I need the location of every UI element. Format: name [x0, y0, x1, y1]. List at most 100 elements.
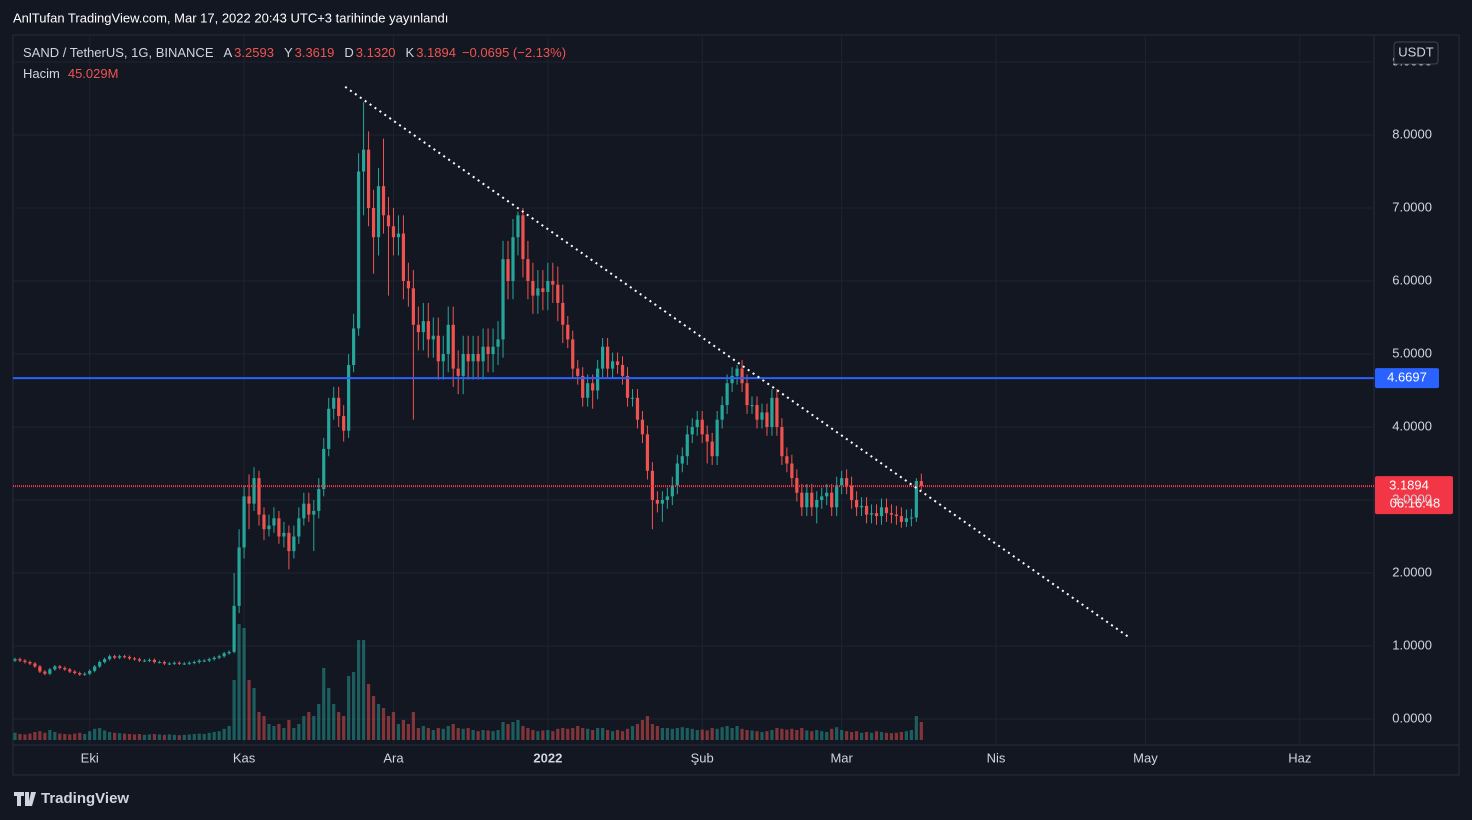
volume-bar	[357, 640, 361, 740]
candle-body	[700, 419, 704, 435]
volume-bar	[18, 734, 22, 740]
candle-body	[396, 233, 401, 238]
volume-bar	[257, 712, 261, 740]
volume-bar	[466, 728, 470, 740]
candle-body	[217, 656, 221, 658]
candle-body	[785, 456, 789, 464]
volume-bar	[889, 733, 894, 740]
volume-bar	[361, 640, 366, 740]
volume-bar	[561, 728, 565, 740]
candle-body	[506, 259, 510, 282]
candle-body	[586, 383, 590, 398]
candle-body	[869, 513, 874, 515]
candle-body	[501, 259, 505, 340]
volume-bar	[605, 730, 610, 740]
y-tick-label: 2.0000	[1392, 564, 1432, 579]
volume-bar	[406, 724, 411, 740]
volume-bar	[645, 716, 650, 740]
volume-bar	[655, 726, 659, 740]
volume-bar	[481, 730, 485, 740]
volume-bar	[919, 721, 923, 740]
candle-body	[451, 324, 455, 369]
volume-bar	[620, 731, 625, 740]
volume-bar	[850, 732, 854, 740]
volume-bar	[222, 728, 226, 740]
volume-bar	[566, 728, 570, 740]
candle-body	[456, 368, 460, 376]
candle-body	[541, 288, 545, 292]
candle-body	[302, 503, 306, 519]
legend-value: 3.2593	[234, 45, 274, 60]
candle-body	[347, 364, 351, 431]
candle-body	[227, 651, 231, 654]
candle-body	[386, 215, 391, 227]
volume-bar	[650, 724, 655, 740]
volume-bar	[840, 730, 844, 740]
x-tick-label: Ara	[383, 750, 404, 765]
overlay: 4.6697 3.1894 06:16:48	[13, 86, 1453, 639]
candle-body	[760, 412, 764, 420]
volume-bar	[695, 730, 699, 740]
candle-body	[127, 656, 132, 659]
volume-bar	[217, 731, 221, 740]
candle-body	[247, 496, 251, 504]
volume-bar	[267, 724, 271, 740]
volume-bar	[287, 720, 291, 740]
volume-bar	[172, 734, 176, 740]
candle-body	[576, 368, 580, 376]
candle-body	[919, 481, 923, 487]
candle-body	[486, 346, 490, 355]
candle-body	[267, 525, 271, 530]
candle-body	[187, 662, 191, 664]
x-tick-label: May	[1133, 750, 1158, 765]
volume-bar	[232, 680, 236, 740]
candle-body	[526, 259, 530, 282]
y-tick-label: 1.0000	[1392, 637, 1432, 652]
volume-bar	[332, 704, 336, 740]
candle-body	[446, 324, 450, 355]
candle-body	[222, 653, 226, 657]
volume-bar	[730, 728, 734, 740]
candle-body	[745, 383, 749, 406]
volume-bar	[790, 728, 794, 740]
candle-body	[805, 492, 809, 508]
candle-body	[297, 518, 301, 537]
candle-body	[182, 663, 186, 665]
volume-bar	[476, 731, 480, 740]
candle-body	[815, 500, 819, 508]
volume-bar	[207, 732, 211, 740]
candle-body	[780, 427, 784, 457]
volume-bar	[884, 732, 889, 740]
candle-body	[874, 513, 879, 517]
volume-bar	[581, 728, 585, 740]
candle-body	[720, 405, 724, 420]
volume-bar	[23, 734, 27, 740]
candle-body	[147, 659, 152, 661]
candle-body	[142, 660, 147, 662]
volume-bar	[670, 728, 674, 740]
candle-body	[491, 346, 495, 355]
candle-body	[471, 354, 475, 362]
candle-body	[436, 335, 440, 362]
volume-bar	[117, 733, 122, 740]
candle-body	[112, 656, 117, 658]
volume-bar	[591, 730, 595, 740]
candle-body	[103, 659, 107, 663]
candle-body	[864, 505, 869, 515]
grid	[13, 35, 1374, 745]
candle-body	[596, 368, 600, 391]
candle-body	[157, 662, 162, 664]
candle-body	[820, 496, 824, 501]
volume-bar	[536, 731, 540, 740]
volume-bar	[770, 730, 774, 740]
legend-change: −0.0695 (−2.13%)	[462, 45, 566, 60]
candle-body	[835, 485, 839, 508]
candle-body	[795, 478, 799, 493]
volume-bar	[83, 734, 87, 740]
volume-bar	[187, 734, 191, 740]
volume-bar	[38, 731, 42, 740]
volume-bar	[551, 731, 555, 740]
candle-body	[481, 346, 485, 362]
axes: 0.0000 1.0000 2.0000 3.0000 4.0000 5.0000 6.00…	[81, 53, 1432, 765]
